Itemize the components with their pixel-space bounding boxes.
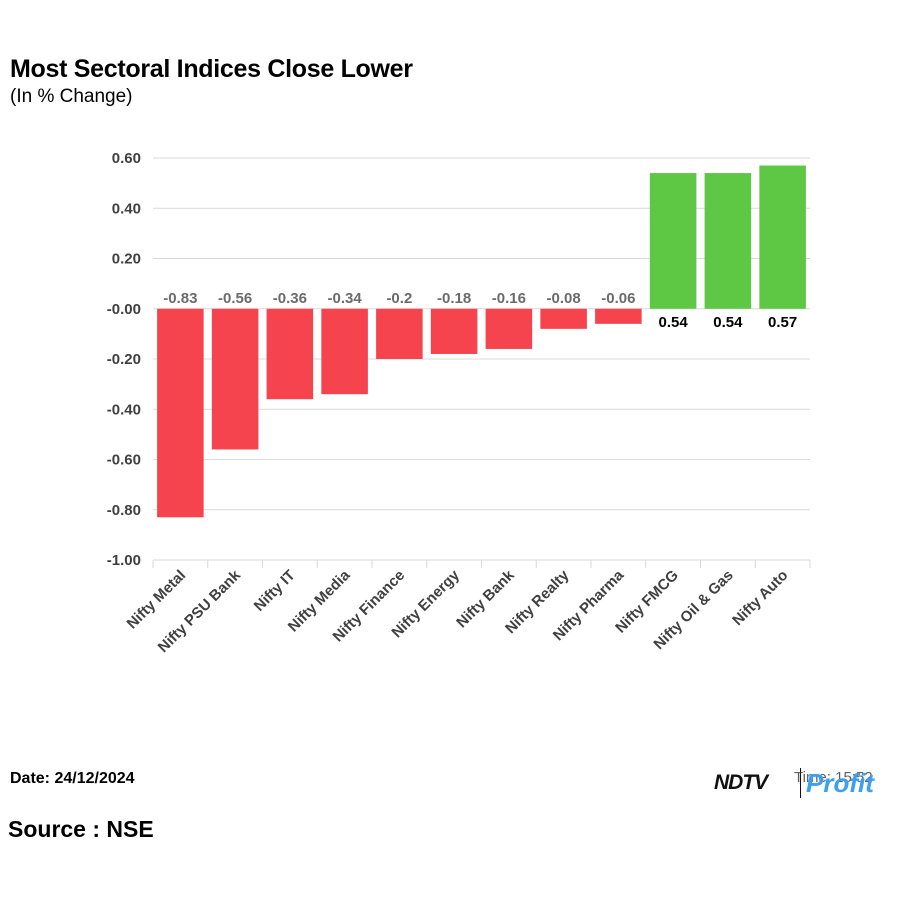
- bar: [211, 308, 259, 450]
- bar: [704, 173, 752, 309]
- data-label: -0.36: [273, 290, 307, 307]
- data-label: 0.54: [659, 314, 689, 331]
- date-label: Date: 24/12/2024: [10, 770, 135, 787]
- profit-wordmark: Profit: [806, 768, 874, 798]
- time-label: Time: 15:52: [794, 769, 873, 786]
- y-tick-label: -0.80: [107, 502, 141, 519]
- data-label: -0.18: [437, 290, 471, 307]
- bar: [759, 165, 806, 309]
- data-label: -0.83: [163, 290, 197, 307]
- x-category-label: Nifty IT: [251, 567, 299, 615]
- ndtv-wordmark: NDTV: [714, 771, 768, 794]
- logo-divider: [800, 768, 801, 798]
- y-tick-label: -0.00: [107, 301, 141, 318]
- y-tick-label: -0.40: [107, 401, 141, 418]
- x-category-label: Nifty Auto: [729, 567, 791, 629]
- source-label: Source : NSE: [8, 816, 154, 842]
- ndtv-profit-logo: NDTV Time: 15:52 Profit: [714, 766, 894, 800]
- data-label: -0.16: [492, 290, 526, 307]
- data-label: -0.56: [218, 290, 252, 307]
- bar: [376, 308, 423, 359]
- y-tick-label: 0.20: [112, 251, 141, 268]
- y-tick-label: -0.20: [107, 351, 141, 368]
- bar: [266, 308, 314, 400]
- data-label: -0.34: [328, 290, 363, 307]
- data-label: -0.2: [386, 290, 412, 307]
- bar: [649, 173, 697, 309]
- bar: [321, 308, 368, 395]
- data-label: -0.06: [601, 290, 635, 307]
- data-label: -0.08: [547, 290, 581, 307]
- bar-chart: 0.60 0.40 0.20 -0.00 -0.20 -0.40 -0.60 -0.80 -1.…: [107, 150, 811, 656]
- y-tick-label: 0.60: [112, 150, 141, 167]
- y-tick-label: -0.60: [107, 452, 141, 469]
- chart-title: Most Sectoral Indices Close Lower: [10, 55, 413, 83]
- bar: [430, 308, 478, 354]
- bar: [595, 308, 642, 324]
- bar: [157, 308, 204, 518]
- chart-subtitle: (In % Change): [10, 86, 133, 107]
- data-label: 0.54: [713, 314, 743, 331]
- data-label: 0.57: [768, 314, 797, 331]
- y-tick-label: 0.40: [112, 200, 141, 217]
- bar: [540, 308, 587, 329]
- y-tick-label: -1.00: [107, 552, 141, 569]
- bar: [485, 308, 533, 349]
